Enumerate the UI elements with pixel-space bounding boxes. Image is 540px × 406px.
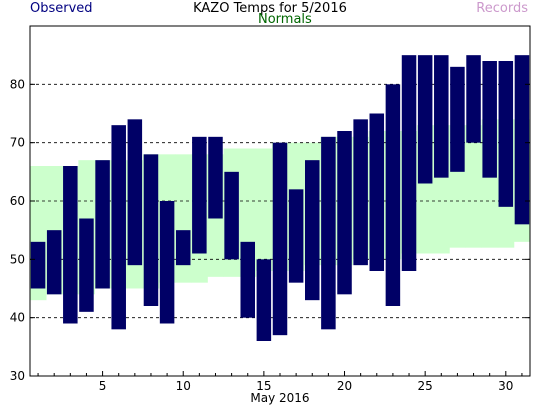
legend-normals: Normals bbox=[258, 12, 312, 27]
observed-range-bar bbox=[417, 55, 433, 184]
x-axis-label: May 2016 bbox=[250, 391, 309, 405]
observed-range-bar bbox=[95, 160, 110, 289]
observed-range-bar bbox=[208, 136, 223, 219]
observed-range-bar bbox=[256, 259, 272, 341]
axis-layer: 30 40 50 60 70 80 5 10 15 20 25 30 bbox=[10, 77, 530, 393]
observed-range-bar bbox=[353, 119, 368, 266]
observed-range-bar bbox=[305, 160, 320, 301]
observed-range-bar bbox=[143, 154, 159, 306]
normal-range-bar bbox=[255, 148, 273, 271]
normal-range-bar bbox=[465, 125, 483, 248]
y-tick-label: 70 bbox=[10, 136, 25, 150]
y-tick-label: 60 bbox=[10, 194, 25, 208]
x-tick-label: 10 bbox=[176, 379, 191, 393]
y-tick-label: 40 bbox=[10, 311, 25, 325]
observed-range-bar bbox=[79, 218, 94, 312]
x-tick-label: 5 bbox=[99, 379, 107, 393]
observed-range-bar bbox=[288, 189, 304, 283]
y-tick-label: 50 bbox=[10, 252, 25, 266]
observed-range-bar bbox=[192, 136, 207, 254]
observed-range-bar bbox=[498, 61, 514, 207]
observed-range-bar bbox=[127, 119, 143, 266]
observed-range-bar bbox=[337, 131, 352, 295]
observed-range-bar bbox=[482, 61, 497, 178]
legend-records: Records bbox=[476, 1, 528, 16]
observed-range-bar bbox=[434, 55, 449, 178]
observed-range-bar bbox=[450, 66, 465, 172]
observed-layer bbox=[30, 55, 530, 341]
chart-title: KAZO Temps for 5/2016 bbox=[193, 1, 347, 16]
observed-range-bar bbox=[224, 171, 239, 260]
x-tick-label: 15 bbox=[256, 379, 271, 393]
x-tick-label: 30 bbox=[498, 379, 513, 393]
observed-range-bar bbox=[240, 241, 255, 318]
observed-range-bar bbox=[401, 55, 417, 271]
y-tick-label: 30 bbox=[10, 369, 25, 383]
observed-range-bar bbox=[30, 241, 46, 289]
x-tick-label: 20 bbox=[337, 379, 352, 393]
x-tick-label: 25 bbox=[418, 379, 433, 393]
y-tick-label: 80 bbox=[10, 77, 25, 91]
observed-range-bar bbox=[385, 84, 401, 306]
observed-range-bar bbox=[321, 136, 336, 330]
observed-range-bar bbox=[63, 166, 78, 324]
observed-range-bar bbox=[369, 113, 385, 271]
observed-range-bar bbox=[46, 230, 62, 295]
observed-range-bar bbox=[272, 142, 288, 336]
observed-range-bar bbox=[466, 55, 481, 143]
legend-observed: Observed bbox=[30, 1, 93, 16]
observed-range-bar bbox=[514, 55, 530, 225]
observed-range-bar bbox=[159, 201, 175, 324]
observed-range-bar bbox=[175, 230, 191, 266]
observed-range-bar bbox=[111, 125, 126, 330]
